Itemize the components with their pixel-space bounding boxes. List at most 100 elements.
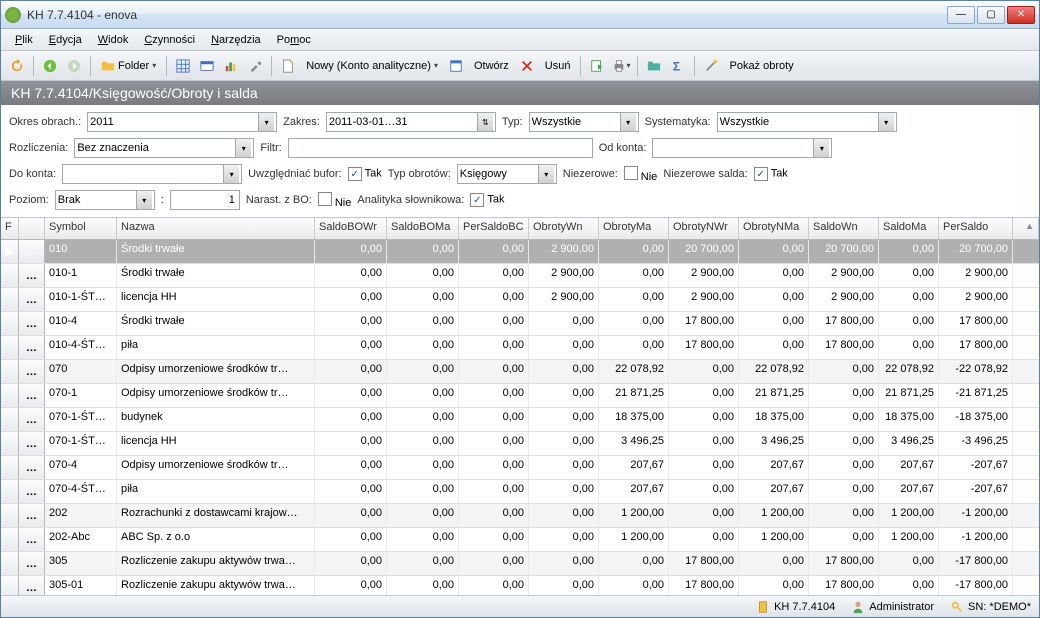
col-symbol[interactable]: Symbol [45, 218, 117, 239]
narast-check[interactable]: Nie [318, 192, 352, 209]
filtr-input[interactable] [288, 138, 593, 158]
forward-icon[interactable] [64, 56, 84, 76]
typ-select[interactable]: Wszystkie▾ [529, 112, 639, 132]
table-row[interactable]: …010-4-ŚT…piła0,000,000,000,000,0017 800… [1, 336, 1039, 360]
new-doc-icon[interactable] [278, 56, 298, 76]
minimize-button[interactable]: — [947, 6, 975, 24]
card-icon[interactable] [197, 56, 217, 76]
odkonta-select[interactable]: ▾ [652, 138, 832, 158]
tools-icon[interactable] [245, 56, 265, 76]
anal-check[interactable]: ✓Tak [470, 193, 504, 207]
row-expand[interactable]: … [19, 552, 45, 575]
row-expand[interactable]: … [19, 384, 45, 407]
col-dots[interactable] [19, 218, 45, 239]
menu-czynności[interactable]: Czynności [136, 32, 203, 48]
col-ps[interactable]: PerSaldo [939, 218, 1013, 239]
table-row[interactable]: …010-4Środki trwałe0,000,000,000,000,001… [1, 312, 1039, 336]
open-doc-icon[interactable] [446, 56, 466, 76]
table-row[interactable]: …010-1-ŚT…licencja HH0,000,000,002 900,0… [1, 288, 1039, 312]
table-row[interactable]: …010-1Środki trwałe0,000,000,002 900,000… [1, 264, 1039, 288]
table-row[interactable]: …305Rozliczenie zakupu aktywów trwa…0,00… [1, 552, 1039, 576]
open-button[interactable]: Otwórz [470, 58, 513, 74]
table-row[interactable]: …070-4-ŚT…piła0,000,000,000,00207,670,00… [1, 480, 1039, 504]
col-onma[interactable]: ObrotyNMa [739, 218, 809, 239]
col-sboma[interactable]: SaldoBOMa [387, 218, 459, 239]
refresh-icon[interactable] [7, 56, 27, 76]
row-expand[interactable]: … [19, 408, 45, 431]
rozl-label: Rozliczenia: [9, 142, 68, 154]
row-expand[interactable]: … [19, 432, 45, 455]
col-swn[interactable]: SaldoWn [809, 218, 879, 239]
folder2-icon[interactable] [644, 56, 664, 76]
col-oma[interactable]: ObrotyMa [599, 218, 669, 239]
col-nazwa[interactable]: Nazwa [117, 218, 315, 239]
narast-label: Narast. z BO: [246, 194, 312, 206]
syst-select[interactable]: Wszystkie▾ [717, 112, 897, 132]
row-expand[interactable]: … [19, 504, 45, 527]
table-row[interactable]: …070-1-ŚT…budynek0,000,000,000,0018 375,… [1, 408, 1039, 432]
table-row[interactable]: …202Rozrachunki z dostawcami krajow…0,00… [1, 504, 1039, 528]
row-expand[interactable]: … [19, 576, 45, 595]
rozl-select[interactable]: Bez znaczenia▾ [74, 138, 254, 158]
sum-icon[interactable]: Σ [668, 56, 688, 76]
table-row[interactable]: ▶…010Środki trwałe0,000,000,002 900,000,… [1, 240, 1039, 264]
row-expand[interactable]: … [19, 288, 45, 311]
filtr-label: Filtr: [260, 142, 281, 154]
show-turnover-button[interactable]: Pokaż obroty [725, 58, 797, 74]
menu-narzędzia[interactable]: Narzędzia [203, 32, 269, 48]
col-sma[interactable]: SaldoMa [879, 218, 939, 239]
col-onwr[interactable]: ObrotyNWr [669, 218, 739, 239]
new-button[interactable]: Nowy (Konto analityczne)▾ [302, 58, 442, 74]
col-psbc[interactable]: PerSaldoBC [459, 218, 529, 239]
table-row[interactable]: …305-01Rozliczenie zakupu aktywów trwa…0… [1, 576, 1039, 595]
menu-widok[interactable]: Widok [90, 32, 137, 48]
row-expand[interactable]: … [19, 264, 45, 287]
close-button[interactable]: ✕ [1007, 6, 1035, 24]
grid-body[interactable]: ▶…010Środki trwałe0,000,000,002 900,000,… [1, 240, 1039, 595]
row-expand[interactable]: … [19, 360, 45, 383]
row-expand[interactable]: … [19, 456, 45, 479]
menu-plik[interactable]: Plik [7, 32, 41, 48]
bufor-label: Uwzględniać bufor: [248, 168, 342, 180]
row-expand[interactable]: … [19, 240, 45, 263]
grid-icon[interactable] [173, 56, 193, 76]
row-expand[interactable]: … [19, 528, 45, 551]
typobr-select[interactable]: Księgowy▾ [457, 164, 557, 184]
table-row[interactable]: …070-1-ŚT…licencja HH0,000,000,000,003 4… [1, 432, 1039, 456]
wand-icon[interactable] [701, 56, 721, 76]
col-sbowr[interactable]: SaldoBOWr [315, 218, 387, 239]
titlebar: KH 7.7.4104 - enova — ▢ ✕ [1, 1, 1039, 29]
zakres-input[interactable]: 2011-03-01…31⇅ [326, 112, 496, 132]
dokonta-select[interactable]: ▾ [62, 164, 242, 184]
delete-button[interactable]: Usuń [541, 58, 575, 74]
menu-edycja[interactable]: Edycja [41, 32, 90, 48]
niezsalda-check[interactable]: ✓Tak [754, 167, 788, 181]
niezsalda-label: Niezerowe salda: [663, 168, 747, 180]
syst-label: Systematyka: [645, 116, 711, 128]
print-icon[interactable]: ▾ [611, 56, 631, 76]
col-own[interactable]: ObrotyWn [529, 218, 599, 239]
row-expand[interactable]: … [19, 480, 45, 503]
folder-button[interactable]: Folder▾ [97, 57, 160, 75]
okres-select[interactable]: 2011▾ [87, 112, 277, 132]
poziom-num[interactable] [170, 190, 240, 210]
row-expand[interactable]: … [19, 336, 45, 359]
col-f[interactable]: F [1, 218, 19, 239]
chart-icon[interactable] [221, 56, 241, 76]
data-grid: F SymbolNazwaSaldoBOWrSaldoBOMaPerSaldoBC… [1, 218, 1039, 595]
typobr-label: Typ obrotów: [388, 168, 451, 180]
poziom-select[interactable]: Brak▾ [55, 190, 155, 210]
table-row[interactable]: …070-4Odpisy umorzeniowe środków tr…0,00… [1, 456, 1039, 480]
menu-pomoc[interactable]: Pomoc [269, 32, 319, 48]
back-icon[interactable] [40, 56, 60, 76]
table-row[interactable]: …070-1Odpisy umorzeniowe środków tr…0,00… [1, 384, 1039, 408]
niezer-check[interactable]: Nie [624, 166, 658, 183]
table-row[interactable]: …070Odpisy umorzeniowe środków tr…0,000,… [1, 360, 1039, 384]
delete-icon[interactable] [517, 56, 537, 76]
table-row[interactable]: …202-AbcABC Sp. z o.o0,000,000,000,001 2… [1, 528, 1039, 552]
row-expand[interactable]: … [19, 312, 45, 335]
bufor-check[interactable]: ✓Tak [348, 167, 382, 181]
maximize-button[interactable]: ▢ [977, 6, 1005, 24]
status-user: Administrator [851, 600, 934, 614]
export-icon[interactable] [587, 56, 607, 76]
